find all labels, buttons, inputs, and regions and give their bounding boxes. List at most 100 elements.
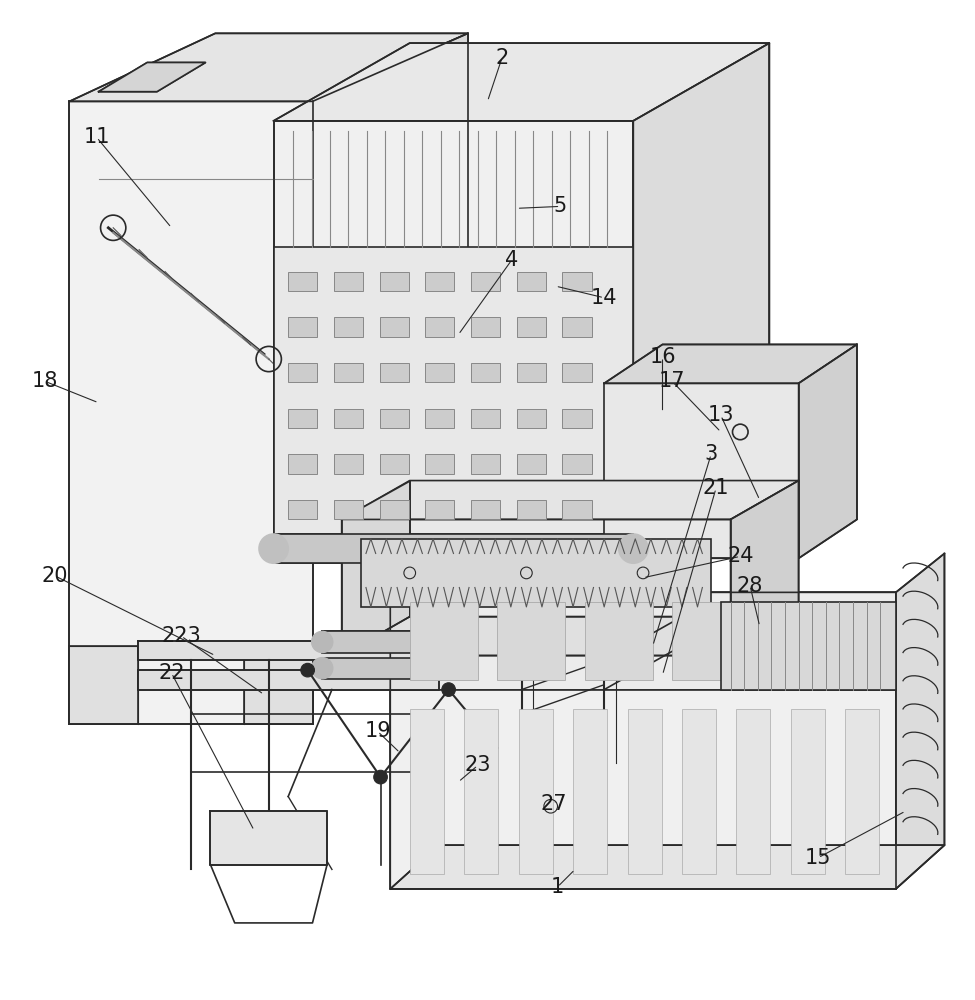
Polygon shape xyxy=(69,101,313,724)
Polygon shape xyxy=(137,641,439,660)
Polygon shape xyxy=(379,272,409,291)
Polygon shape xyxy=(517,409,546,428)
Polygon shape xyxy=(333,363,363,382)
Polygon shape xyxy=(634,43,769,422)
Polygon shape xyxy=(390,592,896,690)
Polygon shape xyxy=(425,317,454,337)
Polygon shape xyxy=(517,454,546,474)
Text: 22: 22 xyxy=(158,663,185,683)
Text: 3: 3 xyxy=(705,444,718,464)
Circle shape xyxy=(312,658,332,679)
Polygon shape xyxy=(471,409,500,428)
Polygon shape xyxy=(730,481,799,656)
Text: 17: 17 xyxy=(659,371,685,391)
Polygon shape xyxy=(322,658,419,679)
Text: 24: 24 xyxy=(727,546,754,566)
Polygon shape xyxy=(563,500,592,519)
Polygon shape xyxy=(682,709,716,874)
Polygon shape xyxy=(425,500,454,519)
Polygon shape xyxy=(289,500,317,519)
Polygon shape xyxy=(517,363,546,382)
Polygon shape xyxy=(341,481,799,519)
Circle shape xyxy=(259,534,289,563)
Polygon shape xyxy=(379,500,409,519)
Polygon shape xyxy=(289,409,317,428)
Polygon shape xyxy=(289,363,317,382)
Text: 5: 5 xyxy=(554,196,567,216)
Circle shape xyxy=(442,683,455,696)
Polygon shape xyxy=(410,602,478,680)
Polygon shape xyxy=(313,33,468,306)
Polygon shape xyxy=(721,602,896,690)
Polygon shape xyxy=(736,709,770,874)
Polygon shape xyxy=(585,602,653,680)
Polygon shape xyxy=(333,272,363,291)
Text: 13: 13 xyxy=(708,405,734,425)
Polygon shape xyxy=(211,811,327,865)
Polygon shape xyxy=(425,454,454,474)
Polygon shape xyxy=(289,454,317,474)
Polygon shape xyxy=(628,709,661,874)
Polygon shape xyxy=(517,272,546,291)
Polygon shape xyxy=(791,709,825,874)
Text: 223: 223 xyxy=(162,626,201,646)
Polygon shape xyxy=(379,409,409,428)
Polygon shape xyxy=(604,383,799,558)
Text: 20: 20 xyxy=(42,566,68,586)
Polygon shape xyxy=(361,539,711,607)
Polygon shape xyxy=(563,454,592,474)
Polygon shape xyxy=(519,709,553,874)
Polygon shape xyxy=(471,454,500,474)
Polygon shape xyxy=(563,317,592,337)
Text: 1: 1 xyxy=(551,877,565,897)
Polygon shape xyxy=(563,272,592,291)
Text: 28: 28 xyxy=(737,576,763,596)
Circle shape xyxy=(301,663,315,677)
Polygon shape xyxy=(760,602,828,680)
Polygon shape xyxy=(573,709,607,874)
Text: 11: 11 xyxy=(84,127,110,147)
Polygon shape xyxy=(289,272,317,291)
Polygon shape xyxy=(471,363,500,382)
Polygon shape xyxy=(410,709,444,874)
Polygon shape xyxy=(471,317,500,337)
Polygon shape xyxy=(274,534,634,563)
Text: 2: 2 xyxy=(495,48,509,68)
Polygon shape xyxy=(322,631,419,653)
Text: 4: 4 xyxy=(505,250,519,270)
Polygon shape xyxy=(799,344,857,558)
Text: 23: 23 xyxy=(464,755,491,775)
Polygon shape xyxy=(517,317,546,337)
Polygon shape xyxy=(563,363,592,382)
Polygon shape xyxy=(604,344,857,383)
Circle shape xyxy=(619,534,648,563)
Polygon shape xyxy=(98,62,206,92)
Polygon shape xyxy=(379,363,409,382)
Polygon shape xyxy=(563,409,592,428)
Polygon shape xyxy=(379,454,409,474)
Polygon shape xyxy=(341,617,799,656)
Polygon shape xyxy=(289,317,317,337)
Text: 18: 18 xyxy=(32,371,58,391)
Polygon shape xyxy=(245,646,313,724)
Polygon shape xyxy=(333,409,363,428)
Polygon shape xyxy=(425,272,454,291)
Polygon shape xyxy=(517,500,546,519)
Text: 19: 19 xyxy=(365,721,391,741)
Polygon shape xyxy=(896,553,945,889)
Polygon shape xyxy=(845,709,879,874)
Polygon shape xyxy=(333,500,363,519)
Polygon shape xyxy=(672,602,740,680)
Text: 27: 27 xyxy=(540,794,566,814)
Polygon shape xyxy=(390,690,896,889)
Polygon shape xyxy=(379,317,409,337)
Polygon shape xyxy=(341,481,410,656)
Polygon shape xyxy=(274,121,634,558)
Polygon shape xyxy=(471,272,500,291)
Polygon shape xyxy=(333,317,363,337)
Text: 14: 14 xyxy=(591,288,617,308)
Polygon shape xyxy=(69,33,468,101)
Polygon shape xyxy=(274,247,634,558)
Circle shape xyxy=(373,770,387,784)
Polygon shape xyxy=(425,409,454,428)
